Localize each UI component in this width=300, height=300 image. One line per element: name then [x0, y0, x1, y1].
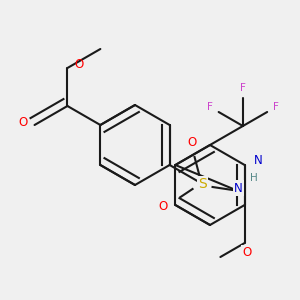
Text: F: F [240, 83, 246, 93]
Text: H: H [250, 173, 257, 183]
Text: O: O [242, 247, 251, 260]
Text: N: N [254, 154, 263, 167]
Text: O: O [18, 116, 27, 130]
Text: O: O [75, 58, 84, 71]
Text: F: F [207, 102, 213, 112]
Text: F: F [273, 102, 279, 112]
Text: N: N [234, 182, 243, 194]
Text: S: S [198, 177, 207, 191]
Text: O: O [187, 136, 196, 148]
Text: O: O [158, 200, 167, 212]
